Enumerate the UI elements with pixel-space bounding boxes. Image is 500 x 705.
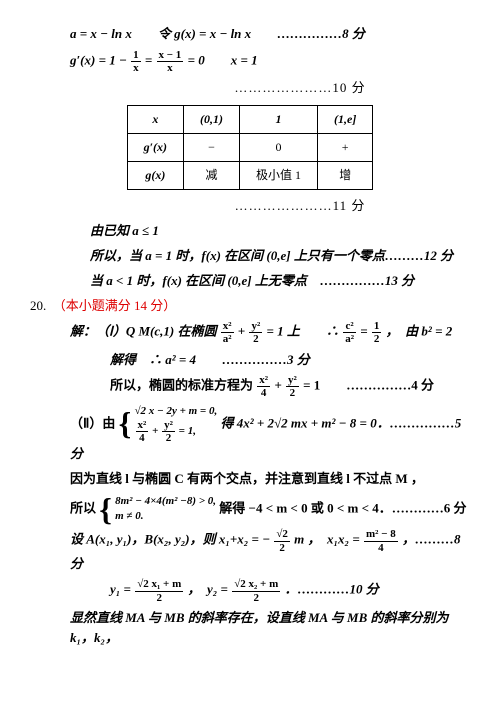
th-1e: (1,e] xyxy=(318,105,373,133)
sign-table: x (0,1) 1 (1,e] g′(x) − 0 + g(x) 减 极小值 1… xyxy=(127,105,374,191)
conc-2: 所以，当 a = 1 时，f(x) 在区间 (0,e] 上只有一个零点………12… xyxy=(30,246,470,267)
dots-11: …………………11 分 xyxy=(30,196,470,217)
dots-10: …………………10 分 xyxy=(30,78,470,99)
conc-1: 由已知 a ≤ 1 xyxy=(30,221,470,242)
th-x: x xyxy=(127,105,183,133)
row-g: g(x) xyxy=(127,162,183,190)
p20-i: 解：（Ⅰ）Q M(c,1) 在椭圆 x²a² + y²2 = 1 上 ∴ c²a… xyxy=(30,320,470,345)
p20-heading: 20. （本小题满分 14 分） xyxy=(30,296,470,317)
th-01: (0,1) xyxy=(184,105,240,133)
p20-two-pts: 因为直线 l 与椭圆 C 有两个交点，并注意到直线 l 不过点 M ， xyxy=(30,469,470,490)
p20-a2: 解得 ∴ a² = 4 ……………3 分 xyxy=(30,350,470,371)
p20-ii: （Ⅱ）由 { √2 x − 2y + m = 0, x²4 + y²2 = 1,… xyxy=(30,404,470,465)
p20-ellipse: 所以，椭圆的标准方程为 x²4 + y²2 = 1 ……………4 分 xyxy=(30,374,470,399)
p20-y: y₁ = √2 x₁ + m2 ， y₂ = √2 x₂ + m2 ．…………1… xyxy=(30,578,470,603)
eq-a: a = x − ln x 令 g(x) = x − ln x ……………8 分 xyxy=(30,24,470,45)
row-gp: g′(x) xyxy=(127,133,183,161)
p20-vieta: 设 A(x₁, y₁)，B(x₂, y₂)，则 x₁+x₂ = − √22 m … xyxy=(30,528,470,574)
conc-3: 当 a < 1 时，f(x) 在区间 (0,e] 上无零点 ……………13 分 xyxy=(30,271,470,292)
p20-slope: 显然直线 MA 与 MB 的斜率存在，设直线 MA 与 MB 的斜率分别为 k₁… xyxy=(30,608,470,650)
eq-gprime: g′(x) = 1 − 1x = x − 1x = 0 x = 1 xyxy=(30,49,470,74)
th-1: 1 xyxy=(240,105,318,133)
p20-disc: 所以 { 8m² − 4×4(m² −8) > 0, m ≠ 0. 解得 −4 … xyxy=(30,494,470,525)
